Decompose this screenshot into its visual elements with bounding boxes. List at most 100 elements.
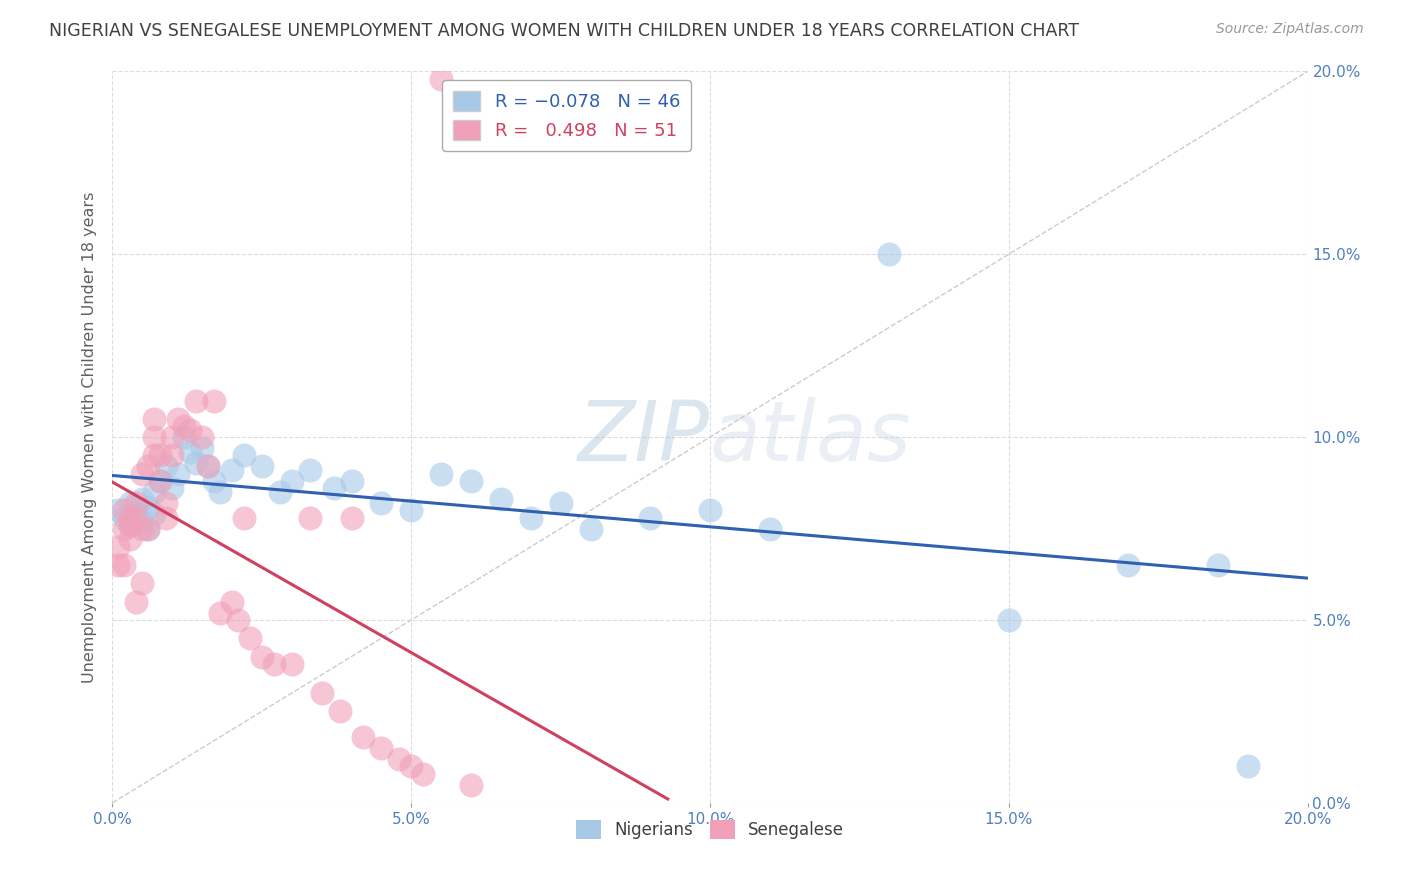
- Point: [209, 606, 232, 620]
- Point: [143, 507, 166, 521]
- Point: [520, 510, 543, 524]
- Point: [186, 393, 208, 408]
- Point: [125, 507, 148, 521]
- Point: [250, 459, 273, 474]
- Point: [120, 517, 142, 532]
- Point: [155, 510, 177, 524]
- Point: [155, 496, 177, 510]
- Point: [370, 496, 392, 510]
- Point: [197, 459, 219, 474]
- Point: [281, 474, 304, 488]
- Point: [143, 448, 166, 462]
- Point: [131, 492, 153, 507]
- Point: [125, 594, 148, 608]
- Point: [179, 444, 201, 458]
- Point: [1237, 759, 1260, 773]
- Point: [209, 485, 232, 500]
- Point: [460, 474, 482, 488]
- Point: [550, 496, 572, 510]
- Point: [370, 740, 392, 755]
- Point: [155, 459, 177, 474]
- Text: ZIP: ZIP: [578, 397, 710, 477]
- Point: [125, 510, 148, 524]
- Point: [107, 558, 129, 573]
- Point: [640, 510, 662, 524]
- Point: [221, 463, 243, 477]
- Point: [340, 510, 363, 524]
- Point: [131, 521, 153, 535]
- Text: NIGERIAN VS SENEGALESE UNEMPLOYMENT AMONG WOMEN WITH CHILDREN UNDER 18 YEARS COR: NIGERIAN VS SENEGALESE UNEMPLOYMENT AMON…: [49, 22, 1080, 40]
- Point: [138, 521, 160, 535]
- Point: [186, 456, 208, 470]
- Point: [460, 778, 482, 792]
- Point: [162, 448, 183, 462]
- Point: [430, 71, 453, 86]
- Point: [107, 540, 129, 554]
- Point: [221, 594, 243, 608]
- Point: [263, 657, 285, 671]
- Point: [125, 496, 148, 510]
- Point: [138, 459, 160, 474]
- Point: [298, 510, 321, 524]
- Point: [120, 510, 142, 524]
- Point: [233, 448, 256, 462]
- Point: [226, 613, 249, 627]
- Point: [120, 533, 142, 547]
- Point: [759, 521, 782, 535]
- Point: [340, 474, 363, 488]
- Point: [269, 485, 291, 500]
- Point: [412, 766, 434, 780]
- Legend: Nigerians, Senegalese: Nigerians, Senegalese: [569, 814, 851, 846]
- Point: [149, 448, 172, 462]
- Point: [167, 412, 190, 426]
- Point: [1206, 558, 1229, 573]
- Point: [353, 730, 375, 744]
- Point: [322, 481, 344, 495]
- Point: [998, 613, 1021, 627]
- Point: [131, 576, 153, 591]
- Point: [233, 510, 256, 524]
- Point: [143, 430, 166, 444]
- Point: [699, 503, 721, 517]
- Point: [239, 632, 262, 646]
- Point: [202, 474, 225, 488]
- Point: [281, 657, 304, 671]
- Point: [191, 441, 214, 455]
- Point: [579, 521, 602, 535]
- Point: [489, 492, 512, 507]
- Point: [120, 517, 142, 532]
- Text: atlas: atlas: [710, 397, 911, 477]
- Point: [329, 705, 352, 719]
- Point: [114, 503, 135, 517]
- Point: [191, 430, 214, 444]
- Point: [179, 423, 201, 437]
- Y-axis label: Unemployment Among Women with Children Under 18 years: Unemployment Among Women with Children U…: [82, 192, 97, 682]
- Point: [173, 430, 195, 444]
- Point: [162, 481, 183, 495]
- Point: [311, 686, 333, 700]
- Point: [162, 430, 183, 444]
- Point: [114, 558, 135, 573]
- Point: [107, 503, 129, 517]
- Point: [131, 467, 153, 481]
- Point: [131, 514, 153, 528]
- Point: [879, 247, 901, 261]
- Point: [149, 474, 172, 488]
- Point: [114, 510, 135, 524]
- Point: [298, 463, 321, 477]
- Point: [197, 459, 219, 474]
- Point: [430, 467, 453, 481]
- Point: [250, 649, 273, 664]
- Point: [149, 474, 172, 488]
- Point: [167, 467, 190, 481]
- Point: [401, 503, 423, 517]
- Point: [401, 759, 423, 773]
- Point: [138, 500, 160, 514]
- Point: [138, 521, 160, 535]
- Point: [388, 752, 411, 766]
- Point: [120, 496, 142, 510]
- Point: [143, 412, 166, 426]
- Text: Source: ZipAtlas.com: Source: ZipAtlas.com: [1216, 22, 1364, 37]
- Point: [202, 393, 225, 408]
- Point: [1118, 558, 1140, 573]
